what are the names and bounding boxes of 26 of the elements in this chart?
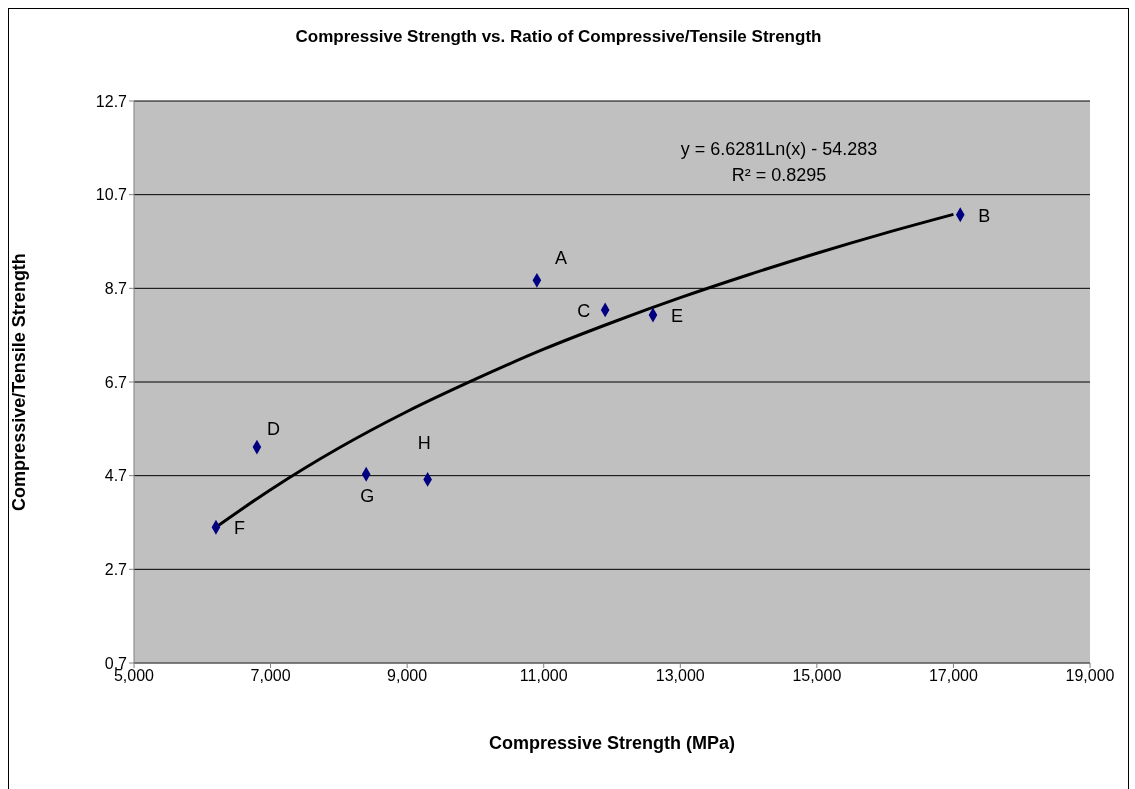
x-tick-label: 11,000: [519, 667, 568, 685]
x-tick-label: 13,000: [655, 667, 705, 685]
annotation: C: [577, 300, 591, 321]
y-axis-title: Compressive/Tensile Strength: [9, 253, 30, 511]
y-tick-label: 8.7: [104, 280, 128, 298]
y-tick-label: 10.7: [95, 186, 128, 204]
annotation: G: [360, 486, 375, 507]
y-tick-label: 12.7: [95, 92, 128, 110]
x-tick-label: 17,000: [928, 667, 978, 685]
annotation: D: [266, 419, 280, 440]
x-tick-label: 15,000: [792, 667, 842, 685]
y-tick-label: 2.7: [104, 561, 128, 579]
x-axis-title: Compressive Strength (MPa): [488, 733, 736, 753]
x-tick-label: 7,000: [250, 667, 291, 685]
annotation: A: [554, 248, 567, 269]
annotation: R² = 0.8295: [730, 164, 828, 187]
annotation: y = 6.6281Ln(x) - 54.283: [679, 138, 879, 161]
y-tick-label: 6.7: [104, 373, 128, 391]
chart-title: Compressive Strength vs. Ratio of Compressive/Tensile Strength: [294, 27, 823, 47]
y-tick-label: 4.7: [104, 467, 128, 485]
annotation: E: [670, 306, 683, 327]
annotation: H: [417, 433, 431, 454]
annotation: F: [233, 518, 245, 539]
annotation: B: [978, 205, 991, 226]
x-tick-label: 9,000: [387, 667, 428, 685]
x-tick-label: 19,000: [1065, 667, 1115, 685]
